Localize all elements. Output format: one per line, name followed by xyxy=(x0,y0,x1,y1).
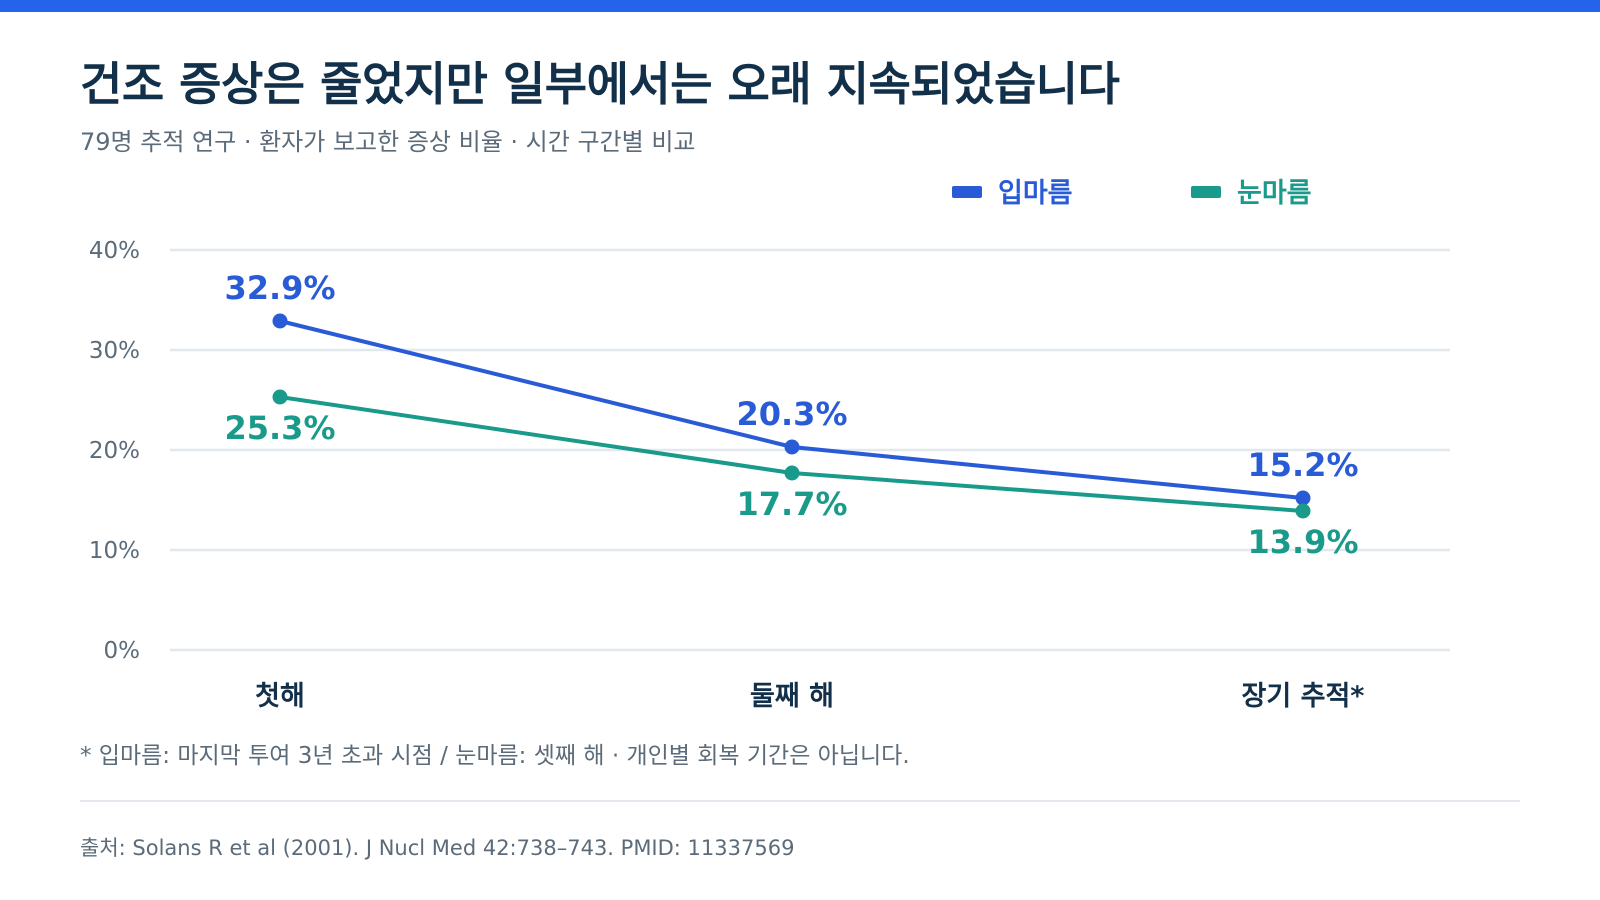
x-category-label: 장기 추적* xyxy=(1242,681,1365,712)
x-category-label: 첫해 xyxy=(255,681,305,712)
data-label: 15.2% xyxy=(1247,446,1358,484)
legend-label: 입마름 xyxy=(998,178,1073,209)
page-subtitle: 79명 추적 연구 · 환자가 보고한 증상 비율 · 시간 구간별 비교 xyxy=(80,128,696,156)
source-citation: 출처: Solans R et al (2001). J Nucl Med 42… xyxy=(80,836,795,860)
data-label: 17.7% xyxy=(736,485,847,523)
data-label: 20.3% xyxy=(736,395,847,433)
data-point xyxy=(784,465,800,481)
legend-label: 눈마름 xyxy=(1237,178,1312,209)
y-tick-label: 10% xyxy=(89,538,140,564)
divider xyxy=(80,800,1520,802)
data-point xyxy=(1295,503,1311,519)
x-category-label: 둘째 해 xyxy=(750,681,834,712)
line-chart: 0% 10% 20% 30% 40% 입마름 눈마름 32.9% 20.3% 15.2% 25.… xyxy=(89,178,1450,712)
y-tick-label: 30% xyxy=(89,338,140,364)
data-label: 32.9% xyxy=(224,269,335,307)
y-tick-label: 40% xyxy=(89,238,140,264)
data-point xyxy=(784,439,800,455)
page-title: 건조 증상은 줄었지만 일부에서는 오래 지속되었습니다 xyxy=(80,57,1120,111)
data-point xyxy=(272,313,288,329)
top-accent-bar xyxy=(0,0,1600,12)
legend-swatch xyxy=(952,186,982,198)
y-tick-label: 0% xyxy=(104,638,141,664)
data-label: 13.9% xyxy=(1247,523,1358,561)
legend-swatch xyxy=(1191,186,1221,198)
data-label: 25.3% xyxy=(224,409,335,447)
chart-footnote: * 입마름: 마지막 투여 3년 초과 시점 / 눈마름: 셋째 해 · 개인별… xyxy=(80,743,910,769)
data-point xyxy=(1295,490,1311,506)
data-point xyxy=(272,389,288,405)
y-tick-label: 20% xyxy=(89,438,140,464)
